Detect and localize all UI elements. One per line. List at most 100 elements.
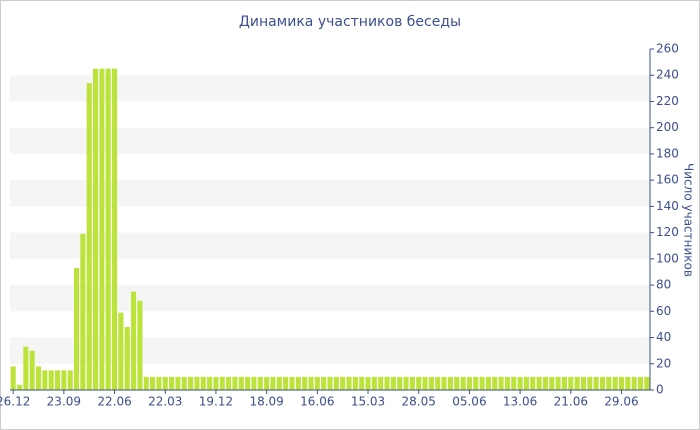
y-tick-label: 200 <box>656 120 679 134</box>
bar <box>29 350 35 390</box>
bar <box>295 376 301 390</box>
bar <box>517 376 523 390</box>
bar <box>340 376 346 390</box>
bar <box>61 370 67 390</box>
x-tick-label: 22.06 <box>97 395 131 409</box>
bar <box>378 376 384 390</box>
y-tick-label: 260 <box>656 42 679 56</box>
bar <box>549 376 555 390</box>
bar <box>226 376 232 390</box>
bar <box>54 370 61 390</box>
bar <box>612 376 618 390</box>
bar <box>80 233 86 390</box>
bar <box>580 376 586 390</box>
bar <box>530 376 536 390</box>
bar <box>460 376 466 390</box>
bar <box>67 370 73 390</box>
bar <box>48 370 54 390</box>
bar <box>213 376 219 390</box>
bar <box>289 376 295 390</box>
y-tick-label: 40 <box>656 330 671 344</box>
bar <box>150 376 156 390</box>
bar <box>504 376 510 390</box>
bar <box>327 376 333 390</box>
bar <box>498 376 504 390</box>
x-tick-label: 16.06 <box>300 395 334 409</box>
x-tick-label: 29.06 <box>604 395 638 409</box>
bar <box>162 376 168 390</box>
bar <box>93 68 99 390</box>
bar <box>371 376 377 390</box>
chart-title: Динамика участников беседы <box>239 14 461 30</box>
bar <box>308 376 314 390</box>
bar <box>112 68 118 390</box>
bar <box>422 376 428 390</box>
bar <box>435 376 441 390</box>
bar <box>10 366 16 390</box>
x-tick-label: 23.09 <box>47 395 81 409</box>
bar <box>384 376 390 390</box>
bar <box>276 376 282 390</box>
bar <box>390 376 396 390</box>
bar <box>257 376 263 390</box>
y-tick-label: 220 <box>656 94 679 108</box>
y-axis-label: Число участников <box>682 163 696 277</box>
bar <box>245 376 251 390</box>
bar <box>618 376 625 390</box>
bar <box>302 376 308 390</box>
bar <box>181 376 187 390</box>
bar <box>485 376 491 390</box>
bar <box>42 370 48 390</box>
bar <box>188 376 194 390</box>
bar <box>441 376 447 390</box>
y-tick-label: 160 <box>656 173 679 187</box>
y-tick-label: 0 <box>656 383 664 397</box>
y-tick-label: 60 <box>656 304 671 318</box>
bar <box>447 376 453 390</box>
bar <box>593 376 599 390</box>
y-tick-label: 240 <box>656 68 679 82</box>
bar <box>542 376 548 390</box>
bar <box>270 376 276 390</box>
bar <box>359 376 365 390</box>
bar <box>118 312 124 390</box>
y-tick-label: 20 <box>656 356 671 370</box>
x-tick-label: 22.03 <box>148 395 182 409</box>
x-tick-label: 26.12 <box>0 395 30 409</box>
bar <box>238 376 244 390</box>
bar <box>587 376 593 390</box>
bar <box>333 376 339 390</box>
bar <box>479 376 485 390</box>
bar <box>99 68 105 390</box>
y-tick-label: 180 <box>656 146 679 160</box>
x-tick-label: 19.12 <box>199 395 233 409</box>
bar <box>561 376 567 390</box>
bar <box>397 376 403 390</box>
y-tick-label: 80 <box>656 278 671 292</box>
bar <box>599 376 606 390</box>
bar <box>74 268 80 390</box>
bar <box>536 376 542 390</box>
bar <box>365 376 371 390</box>
bar <box>511 376 517 390</box>
x-tick-label: 13.06 <box>503 395 537 409</box>
x-tick-label: 21.06 <box>554 395 588 409</box>
bar <box>175 376 181 390</box>
bar <box>16 384 23 390</box>
bar <box>219 376 225 390</box>
bar <box>352 376 358 390</box>
x-tick-label: 15.03 <box>351 395 385 409</box>
bar <box>200 376 206 390</box>
bar <box>169 376 175 390</box>
bar <box>555 376 561 390</box>
bar <box>454 376 460 390</box>
bar <box>346 376 352 390</box>
bar <box>86 83 92 390</box>
y-tick-label: 140 <box>656 199 679 213</box>
bar <box>409 376 415 390</box>
bar <box>606 376 612 390</box>
y-tick-label: 120 <box>656 225 679 239</box>
